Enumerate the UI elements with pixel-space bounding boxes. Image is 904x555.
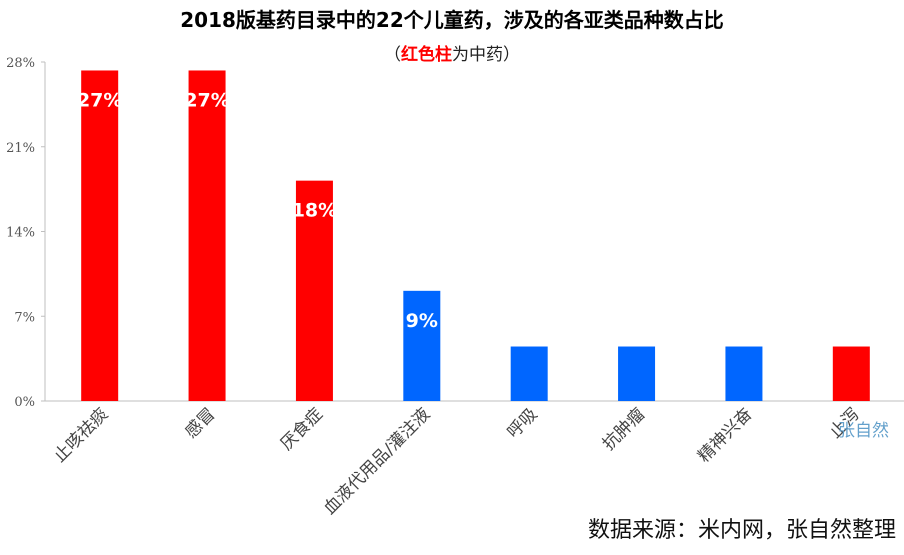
bar xyxy=(510,346,548,401)
watermark: 张自然 xyxy=(838,421,889,441)
source-note: 数据来源：米内网，张自然整理 xyxy=(587,518,896,543)
y-tick-label: 14% xyxy=(6,226,35,241)
chart-title: 2018版基药目录中的22个儿童药，涉及的各亚类品种数占比 xyxy=(180,8,724,32)
y-tick-label: 21% xyxy=(6,141,35,156)
data-labels: 27% 27% 18% 9% xyxy=(77,89,438,331)
data-label: 18% xyxy=(292,200,337,222)
category-label: 感冒 xyxy=(181,404,219,442)
y-tick-label: 28% xyxy=(6,56,35,71)
category-label: 止咳祛痰 xyxy=(50,404,112,466)
y-tick-labels: 0% 7% 14% 21% 28% xyxy=(6,56,35,410)
bars xyxy=(81,70,870,401)
category-label: 抗肿瘤 xyxy=(599,404,649,454)
subtitle-rest: 为中药） xyxy=(452,45,520,65)
bar xyxy=(81,70,119,401)
bar xyxy=(295,180,333,401)
subtitle-prefix: （ xyxy=(384,45,401,65)
bar xyxy=(188,70,226,401)
category-label: 血液代用品/灌注液 xyxy=(320,404,434,518)
bar xyxy=(832,346,870,401)
category-label: 呼吸 xyxy=(504,404,542,442)
axes xyxy=(41,61,904,402)
category-label: 精神兴奋 xyxy=(694,404,756,466)
y-tick-label: 7% xyxy=(14,310,35,325)
y-tick-label: 0% xyxy=(14,395,35,410)
data-label: 9% xyxy=(406,310,438,332)
category-label: 厌食症 xyxy=(277,404,327,454)
subtitle-highlight: 红色柱 xyxy=(401,45,452,65)
bar xyxy=(618,346,656,401)
chart-subtitle: （红色柱为中药） xyxy=(0,40,904,65)
bar xyxy=(403,290,441,401)
data-label: 27% xyxy=(184,89,229,111)
bar xyxy=(725,346,763,401)
data-label: 27% xyxy=(77,89,122,111)
